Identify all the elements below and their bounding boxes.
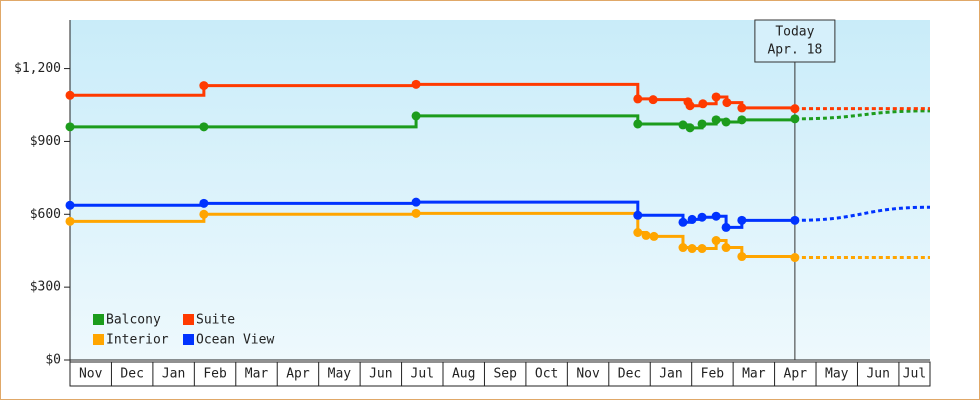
- x-tick-label: Nov: [79, 367, 103, 382]
- data-point: [722, 98, 732, 108]
- data-point: [685, 123, 695, 133]
- legend-label: Balcony: [106, 313, 161, 328]
- data-point: [687, 244, 697, 254]
- data-point: [737, 215, 747, 225]
- data-point: [199, 209, 209, 219]
- x-tick-label: Mar: [245, 367, 269, 382]
- legend-label: Interior: [106, 333, 169, 348]
- data-point: [648, 95, 658, 105]
- data-point: [633, 119, 643, 129]
- x-tick-label: Apr: [784, 367, 808, 382]
- forecast-line: [794, 109, 931, 121]
- x-tick-label: Feb: [701, 367, 725, 382]
- y-tick-label: $1,200: [14, 61, 61, 76]
- data-point: [411, 208, 421, 218]
- x-tick-label: May: [328, 367, 352, 382]
- x-tick-label: Sep: [493, 367, 517, 382]
- data-point: [711, 115, 721, 125]
- data-point: [697, 244, 707, 254]
- data-point: [65, 200, 75, 210]
- data-point: [678, 217, 688, 227]
- data-point: [721, 222, 731, 232]
- x-tick-label: Feb: [203, 367, 227, 382]
- x-tick-label: Apr: [286, 367, 310, 382]
- x-tick-label: Dec: [120, 367, 143, 382]
- x-tick-label: Jul: [411, 367, 434, 382]
- y-tick-label: $0: [45, 353, 61, 368]
- x-tick-label: May: [825, 367, 849, 382]
- data-point: [721, 243, 731, 253]
- data-point: [649, 231, 659, 241]
- legend-swatch: [183, 334, 194, 345]
- today-label: Apr. 18: [767, 43, 822, 58]
- data-point: [633, 228, 643, 237]
- forecast-line: [794, 205, 931, 222]
- data-point: [641, 230, 651, 240]
- x-tick-label: Dec: [618, 367, 641, 382]
- data-point: [711, 211, 721, 221]
- data-point: [65, 122, 75, 132]
- data-point: [790, 215, 800, 225]
- plot-area: [70, 20, 930, 360]
- data-point: [199, 198, 209, 208]
- data-point: [737, 103, 747, 113]
- legend-label: Suite: [196, 313, 235, 328]
- data-point: [721, 117, 731, 127]
- today-box: [754, 19, 836, 63]
- data-point: [790, 114, 800, 124]
- data-point: [411, 197, 421, 207]
- legend-label: Ocean View: [196, 333, 274, 348]
- x-tick-label: Oct: [535, 367, 558, 382]
- x-tick-label: Nov: [576, 367, 600, 382]
- y-tick-label: $900: [30, 134, 61, 149]
- data-point: [633, 210, 643, 220]
- legend-swatch: [93, 334, 104, 345]
- data-point: [697, 212, 707, 222]
- data-point: [633, 94, 643, 104]
- y-tick-label: $300: [30, 280, 61, 295]
- data-point: [411, 79, 421, 89]
- x-tick-label: Jun: [369, 367, 392, 382]
- data-point: [678, 120, 688, 130]
- data-point: [790, 253, 800, 263]
- data-point: [678, 243, 688, 253]
- y-tick-label: $600: [30, 207, 61, 222]
- data-point: [65, 90, 75, 100]
- data-point: [711, 236, 721, 246]
- data-point: [697, 119, 707, 129]
- data-point: [685, 101, 695, 111]
- x-tick-label: Jan: [659, 367, 682, 382]
- legend-swatch: [93, 314, 104, 325]
- x-tick-label: Jul: [903, 367, 926, 382]
- x-tick-label: Jun: [866, 367, 889, 382]
- data-point: [199, 122, 209, 132]
- data-point: [411, 111, 421, 121]
- today-label: Today: [775, 25, 814, 40]
- legend-swatch: [183, 314, 194, 325]
- data-point: [687, 214, 697, 224]
- data-point: [737, 115, 747, 125]
- data-point: [790, 104, 800, 114]
- x-tick-label: Aug: [452, 367, 475, 382]
- x-tick-label: Mar: [742, 367, 766, 382]
- data-point: [698, 99, 708, 109]
- x-tick-label: Jan: [162, 367, 185, 382]
- data-point: [711, 92, 721, 102]
- x-axis-band: [69, 361, 931, 387]
- data-point: [65, 216, 75, 226]
- data-point: [737, 252, 747, 262]
- data-point: [199, 81, 209, 91]
